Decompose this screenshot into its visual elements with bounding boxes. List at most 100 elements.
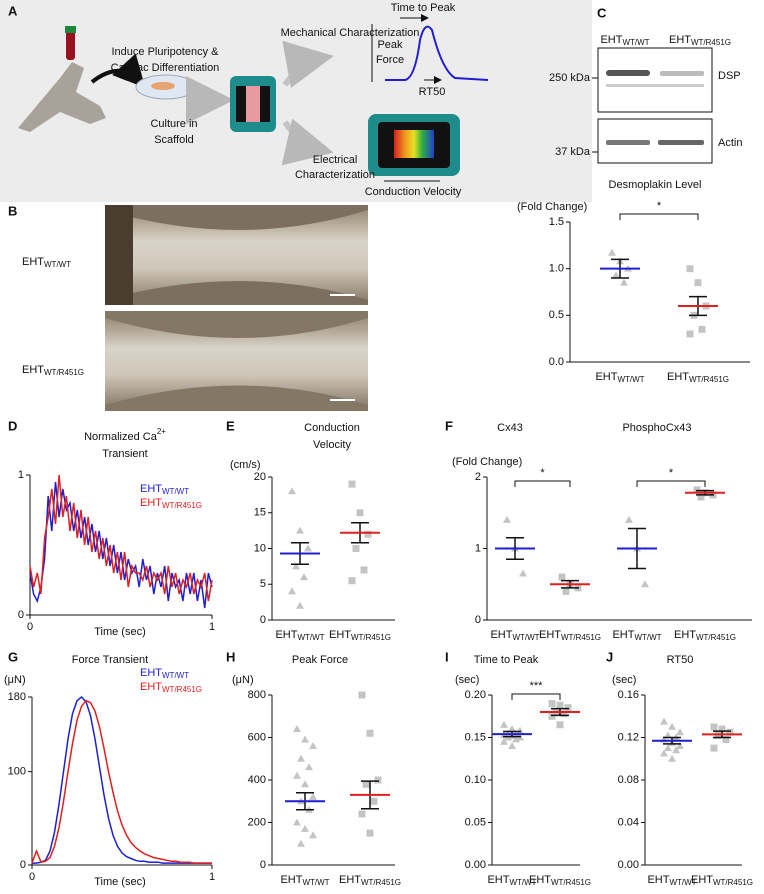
data-point (710, 723, 718, 731)
significance-bracket (619, 213, 699, 220)
data-point (676, 728, 684, 736)
x-tick-label: 1 (209, 871, 215, 883)
y-tick-label: 0.05 (465, 816, 486, 828)
data-point (612, 271, 620, 279)
data-point (508, 742, 516, 749)
marker-label: 37 kDa (555, 146, 591, 158)
significance-label: * (540, 467, 545, 479)
y-axis-label: (sec) (612, 674, 636, 686)
data-point (620, 278, 628, 286)
line-series (29, 481, 213, 609)
x-tick-label-subscript: WT/R451G (551, 878, 591, 887)
data-point (301, 780, 309, 788)
chart-title: Conduction (304, 422, 360, 434)
diagram-text: Force (376, 54, 404, 66)
x-tick-label-subscript: WT/WT (512, 633, 539, 642)
diagram-text: Conduction Velocity (365, 186, 462, 198)
data-point (726, 728, 734, 736)
data-point (686, 330, 694, 338)
data-point (641, 580, 649, 588)
tissue-image (105, 311, 368, 411)
blood-tube (66, 28, 75, 60)
x-tick-label-main: EHT (529, 874, 551, 886)
diagram-text: Mechanical Characterization (281, 27, 420, 39)
legend-label: EHTWT/R451G (140, 681, 202, 694)
lane-label-main: EHT (669, 34, 691, 46)
y-axis-label: (μN) (4, 674, 26, 686)
data-point (301, 735, 309, 743)
arm-icon (18, 62, 106, 132)
chart-title: Cx43 (497, 422, 523, 434)
data-point (676, 742, 684, 749)
x-tick-label-subscript: WT/WT (634, 633, 661, 642)
x-tick-label: EHTWT/R451G (674, 629, 736, 642)
x-tick-label: EHTWT/WT (487, 874, 536, 887)
panel-label: F (445, 418, 453, 433)
row-label-subscript: WT/WT (44, 260, 71, 269)
diagram-text: Time to Peak (391, 2, 456, 14)
x-tick-label-main: EHT (490, 629, 512, 641)
diagram-text: Characterization (295, 169, 375, 181)
y-axis-label: (cm/s) (230, 459, 261, 471)
data-point (297, 839, 305, 847)
panel-label: C (597, 5, 607, 20)
y-tick-label: 1.0 (549, 263, 564, 275)
data-point (562, 587, 570, 595)
y-tick-label: 0.00 (465, 859, 486, 871)
y-tick-label: 400 (248, 774, 266, 786)
lane-label: EHTWT/WT (600, 34, 649, 47)
data-point (358, 691, 366, 699)
x-tick-label: 0 (29, 871, 35, 883)
significance-label: * (669, 467, 674, 479)
data-point (508, 725, 516, 732)
force-curve-icon (385, 25, 489, 81)
y-tick-label: 0.12 (618, 731, 639, 743)
y-tick-label: 0.0 (549, 356, 564, 368)
data-point (519, 569, 527, 577)
x-tick-label-subscript: WT/R451G (361, 878, 401, 887)
data-point (305, 763, 313, 771)
data-point (304, 544, 312, 552)
data-point (301, 824, 309, 832)
data-point (718, 725, 726, 733)
data-point (293, 725, 301, 732)
band (606, 70, 650, 76)
data-point (722, 736, 730, 744)
y-tick-label: 0 (18, 609, 24, 621)
x-tick-label-main: EHT (539, 629, 561, 641)
panel-label: G (8, 649, 18, 664)
data-point (672, 746, 680, 754)
chart-title: Peak Force (292, 654, 348, 666)
protein-label: DSP (718, 70, 741, 82)
chart-title: Desmoplakin Level (609, 179, 702, 191)
x-axis-label: Time (sec) (94, 876, 146, 888)
y-tick-label: 0.15 (465, 731, 486, 743)
data-point (664, 744, 672, 752)
x-axis-label: Time (sec) (94, 626, 146, 638)
data-point (366, 729, 374, 737)
significance-bracket (514, 480, 571, 487)
chart-title-superscript: 2+ (157, 427, 166, 436)
chart-title: Velocity (313, 439, 351, 451)
y-tick-label: 180 (8, 691, 26, 703)
x-tick-label-main: EHT (275, 629, 297, 641)
y-tick-label: 1.5 (549, 216, 564, 228)
y-tick-label: 0.16 (618, 689, 639, 701)
panel-label: A (8, 3, 18, 18)
y-tick-label: 0 (260, 614, 266, 626)
x-tick-label-subscript: WT/R451G (713, 878, 753, 887)
diagram-text: Cardiac Differentiation (111, 62, 220, 74)
data-point (366, 829, 374, 837)
data-point (548, 712, 556, 720)
data-point (360, 566, 368, 574)
x-tick-label: EHTWT/R451G (529, 874, 591, 887)
row-label: EHTWT/WT (22, 256, 71, 269)
panel-label: D (8, 418, 17, 433)
diagram-text: Scaffold (154, 134, 194, 146)
y-axis-label: (μN) (232, 674, 254, 686)
data-point (348, 480, 356, 488)
legend-label-subscript: WT/R451G (162, 501, 202, 510)
y-tick-label: 200 (248, 816, 266, 828)
data-point (694, 279, 702, 287)
line-series (32, 695, 212, 864)
